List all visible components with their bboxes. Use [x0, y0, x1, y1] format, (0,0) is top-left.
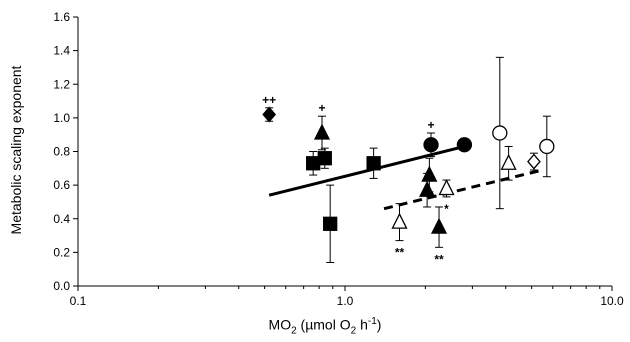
x-axis-title-subscript: 2	[350, 325, 357, 337]
significance-annotation: **	[434, 252, 444, 266]
triangle-marker	[500, 153, 517, 170]
x-axis-title-part: MO	[268, 316, 292, 333]
x-axis-title-part: h	[356, 316, 368, 333]
x-axis-title-superscript: -1	[367, 316, 377, 327]
diamond-marker	[527, 153, 541, 170]
triangle-marker	[421, 165, 438, 182]
y-tick-label: 1.4	[53, 44, 70, 58]
significance-annotation: ++	[262, 93, 276, 107]
circle-marker	[539, 138, 555, 155]
dashed-trend-line	[383, 168, 544, 211]
triangle-marker	[438, 179, 455, 196]
triangle-marker	[430, 217, 448, 234]
square-marker	[323, 216, 338, 231]
significance-annotation: **	[395, 246, 405, 260]
triangle-marker	[313, 123, 331, 140]
y-tick-label: 0.2	[53, 245, 70, 259]
y-tick-label: 1.2	[53, 77, 70, 91]
x-tick-label: 1.0	[337, 294, 354, 308]
x-tick-label: 10.0	[600, 294, 624, 308]
x-axis-title-part: )	[376, 316, 382, 333]
x-tick-label: 0.1	[70, 294, 87, 308]
triangle-marker	[391, 212, 408, 229]
y-tick-label: 0.4	[53, 212, 70, 226]
x-axis-title-part: (µmol O	[296, 316, 351, 333]
y-tick-label: 0.6	[53, 178, 70, 192]
square-marker	[366, 156, 381, 171]
solid-trend-line	[268, 145, 465, 197]
circle-marker	[492, 125, 508, 141]
significance-annotation: *	[444, 202, 449, 216]
significance-annotation: +	[428, 118, 435, 132]
y-tick-label: 0.8	[53, 145, 70, 159]
significance-annotation: +	[318, 101, 325, 115]
y-tick-label: 0.0	[53, 279, 70, 293]
diamond-marker	[262, 106, 277, 123]
y-axis-title: Metabolic scaling exponent	[8, 65, 24, 235]
x-axis-title: MO2 (µmol O2 h-1)	[0, 316, 630, 336]
triangle-marker	[419, 180, 436, 197]
circle-marker	[423, 137, 439, 153]
square-marker	[317, 151, 332, 166]
y-tick-label: 1.0	[53, 111, 70, 125]
y-tick-label: 1.6	[53, 10, 70, 24]
x-axis-title-subscript: 2	[291, 325, 297, 337]
y-axis-title-wrap: Metabolic scaling exponent	[6, 0, 26, 300]
circle-marker	[456, 137, 473, 153]
